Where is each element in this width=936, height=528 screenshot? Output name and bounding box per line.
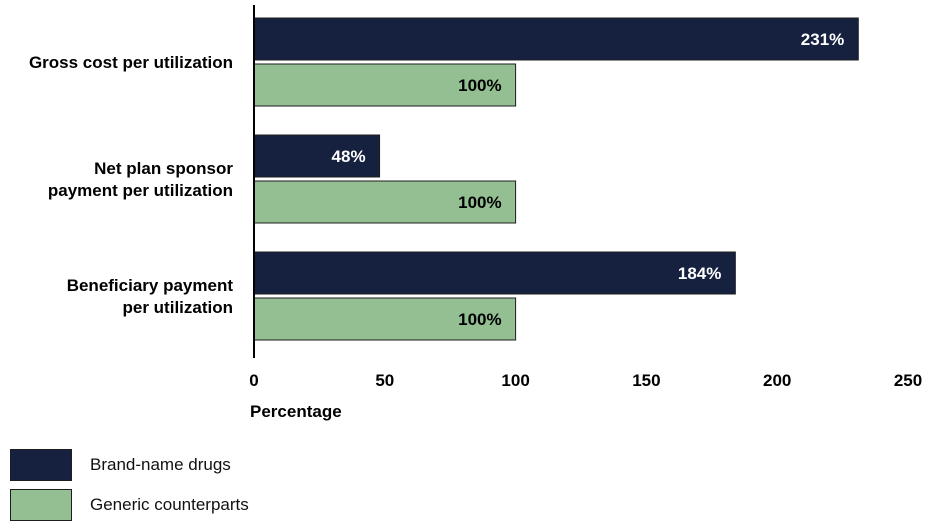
bar-value-label: 231% bbox=[801, 30, 844, 49]
x-tick-label: 150 bbox=[632, 371, 660, 390]
bar-brand-2 bbox=[253, 251, 736, 295]
legend-label-brand: Brand-name drugs bbox=[90, 455, 231, 474]
legend-item-brand: Brand-name drugs bbox=[10, 448, 249, 482]
legend-item-generic: Generic counterparts bbox=[10, 488, 249, 522]
bar-brand-0 bbox=[253, 17, 859, 61]
legend-swatch-generic bbox=[10, 489, 72, 521]
bar-generic-0 bbox=[253, 63, 517, 107]
bar-generic-2 bbox=[253, 297, 517, 341]
x-tick-labels: 0 50 100 150 200 250 bbox=[249, 371, 922, 390]
bar-brand-1 bbox=[253, 134, 381, 178]
category-label: Net plan sponsor payment per utilization bbox=[48, 159, 234, 200]
x-axis-title: Percentage bbox=[250, 402, 342, 421]
x-tick-label: 50 bbox=[375, 371, 394, 390]
bar-chart: 231% 100% 48% 100% 184% 100% Gross cost per u… bbox=[29, 5, 922, 421]
category-label: Beneficiary payment per utilization bbox=[67, 276, 234, 317]
x-tick-label: 100 bbox=[501, 371, 529, 390]
x-tick-label: 250 bbox=[894, 371, 922, 390]
bar-generic-1 bbox=[253, 180, 517, 224]
bar-value-label: 184% bbox=[678, 264, 721, 283]
x-tick-label: 0 bbox=[249, 371, 258, 390]
legend: Brand-name drugs Generic counterparts bbox=[10, 448, 249, 528]
category-labels: Gross cost per utilization Net plan spons… bbox=[29, 53, 233, 317]
category-label: Gross cost per utilization bbox=[29, 53, 233, 72]
bars-group: 231% 100% 48% 100% 184% 100% bbox=[253, 17, 859, 341]
legend-label-generic: Generic counterparts bbox=[90, 495, 249, 514]
bar-value-label: 48% bbox=[332, 147, 366, 166]
legend-swatch-brand bbox=[10, 449, 72, 481]
x-tick-label: 200 bbox=[763, 371, 791, 390]
bar-value-label: 100% bbox=[458, 193, 501, 212]
bar-value-label: 100% bbox=[458, 76, 501, 95]
bar-value-label: 100% bbox=[458, 310, 501, 329]
